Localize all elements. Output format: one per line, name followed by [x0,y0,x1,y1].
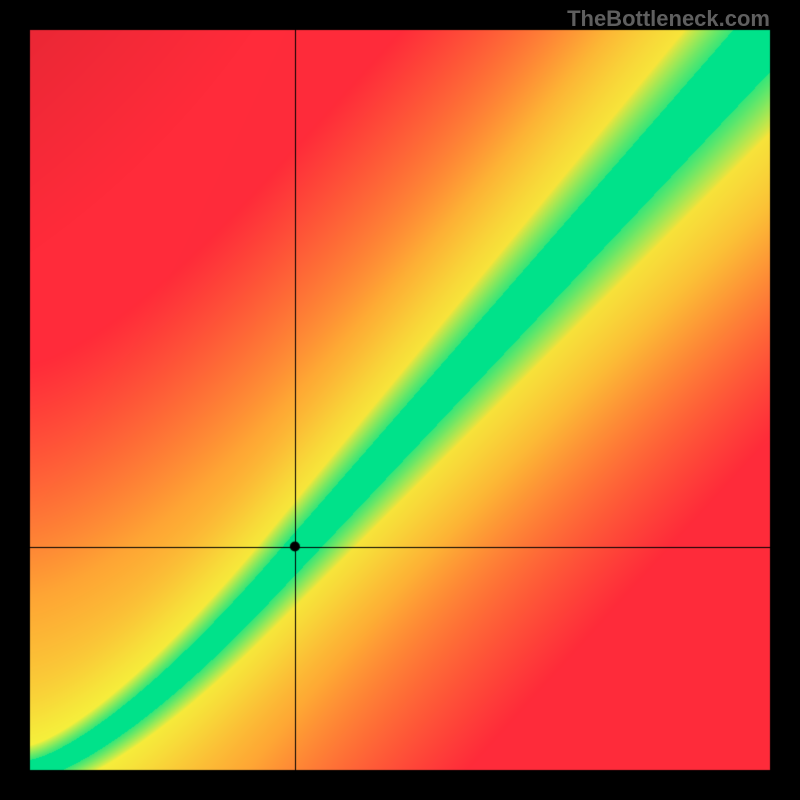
watermark-text: TheBottleneck.com [567,6,770,32]
bottleneck-heatmap-canvas [0,0,800,800]
chart-container: { "watermark": { "text": "TheBottleneck.… [0,0,800,800]
